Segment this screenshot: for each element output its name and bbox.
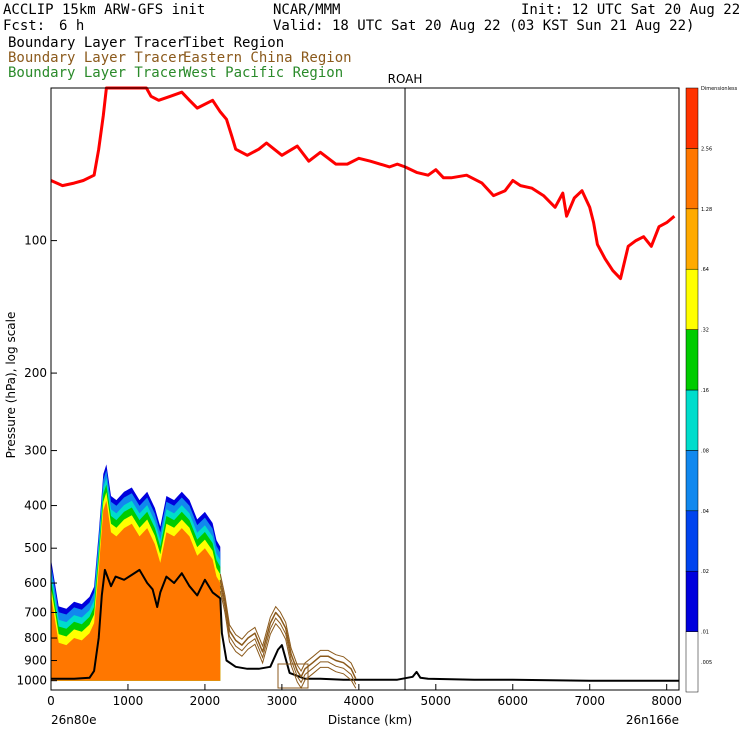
marker-label: ROAH (388, 72, 423, 86)
colorbar-swatch (685, 450, 699, 512)
x-tick-label: 5000 (421, 694, 452, 708)
colorbar-swatch (685, 631, 699, 693)
series-tracer-brown-member-2 (219, 585, 357, 685)
inset-box (277, 663, 309, 689)
header-valid: Valid: 18 UTC Sat 20 Aug 22 (03 KST Sun … (273, 18, 694, 34)
series-tracer-brown (219, 579, 357, 680)
colorbar-label: .64 (701, 267, 709, 273)
y-tick-label: 500 (24, 541, 47, 555)
series-lines-layer (50, 86, 679, 690)
y-tick-label: 300 (24, 444, 47, 458)
y-axis-label: Pressure (hPa), log scale (4, 312, 18, 459)
colorbar-label: .08 (701, 448, 709, 454)
colorbar-swatch (685, 510, 699, 572)
y-tick-label: 100 (24, 234, 47, 248)
colorbar-swatch (685, 329, 699, 391)
plot-area: ROAH (50, 72, 680, 691)
colorbar-label: 2.56 (701, 146, 712, 152)
legend-westpacific-region: West Pacific Region (183, 65, 343, 81)
legend-tibet-prefix: Boundary Layer Tracer (8, 35, 185, 51)
x-tick-label: 0 (47, 694, 55, 708)
colorbar-swatch (685, 268, 699, 330)
header-init: Init: 12 UTC Sat 20 Aug 22 (521, 2, 740, 18)
y-tick-label: 600 (24, 576, 47, 590)
colorbar-label: .32 (701, 328, 709, 334)
x-tick-label: 1000 (113, 694, 144, 708)
x-tick-label: 4000 (344, 694, 375, 708)
legend-eastchina-region: Eastern China Region (183, 50, 352, 66)
colorbar-label: .005 (701, 660, 712, 666)
series-tracer-brown-member-3 (219, 590, 357, 690)
series-tracer-brown-member-1 (219, 573, 357, 674)
y-axis: 100 200 300 400 500 600 700 800 900 1000 (16, 234, 57, 688)
y-tick-label: 800 (24, 631, 47, 645)
y-tick-label: 200 (24, 366, 47, 380)
y-tick-label: 900 (24, 654, 47, 668)
legend-westpacific-prefix: Boundary Layer Tracer (8, 65, 185, 81)
tracer-legend: Boundary Layer Tracer Tibet Region Bound… (8, 35, 352, 81)
series-tracer-black (51, 568, 679, 682)
x-tick-label: 7000 (574, 694, 605, 708)
y-tick-label: 1000 (16, 674, 47, 688)
x-axis-label: Distance (km) (328, 713, 412, 727)
header-fcst-label: Fcst: (3, 18, 45, 34)
legend-eastchina-prefix: Boundary Layer Tracer (8, 50, 185, 66)
colorbar: .005 .01 .02 .04 .08 .16 .32 .64 1.28 2.56 Dimensi… (685, 86, 738, 693)
colorbar-swatch (685, 208, 699, 270)
colorbar-swatch (685, 570, 699, 632)
x-tick-label: 6000 (497, 694, 528, 708)
shade-layer-1 (51, 500, 221, 681)
series-tropopause (50, 86, 676, 281)
colorbar-swatch (685, 148, 699, 210)
colorbar-label: .01 (701, 630, 709, 636)
colorbar-label: 1.28 (701, 207, 712, 213)
header-org: NCAR/MMM (273, 2, 340, 18)
header-fcst-value: 6 h (59, 18, 84, 34)
x-tick-label: 2000 (190, 694, 221, 708)
colorbar-label: .02 (701, 569, 709, 575)
marker-layer: ROAH (388, 72, 423, 690)
colorbar-label: .16 (701, 388, 709, 394)
y-tick-label: 700 (24, 606, 47, 620)
x-tick-label: 8000 (651, 694, 682, 708)
tracer-shading-layer (51, 464, 221, 681)
colorbar-label: Dimensionless (701, 86, 738, 92)
x-tick-label: 3000 (267, 694, 298, 708)
header-model: ACCLIP 15km ARW-GFS init (3, 2, 205, 18)
y-tick-label: 400 (24, 499, 47, 513)
colorbar-label: .04 (701, 509, 709, 515)
colorbar-swatch (685, 389, 699, 451)
colorbar-swatch (685, 87, 699, 149)
plot-frame (50, 87, 680, 691)
x-left-label: 26n80e (51, 713, 97, 727)
x-right-label: 26n166e (626, 713, 679, 727)
x-axis: 0 1000 2000 3000 4000 5000 6000 7000 8000 (47, 684, 682, 708)
legend-tibet-region: Tibet Region (183, 35, 284, 51)
